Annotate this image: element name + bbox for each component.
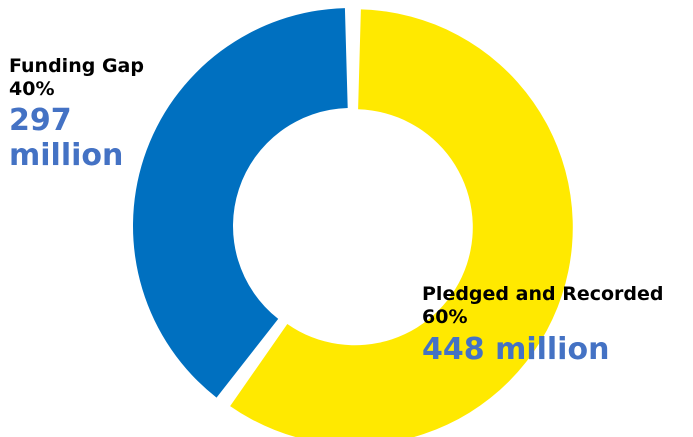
slice-funding-gap [133,8,348,398]
funding-gap-label: Funding Gap 40% 297 million [9,55,179,173]
pledged-recorded-percent: 60% [422,306,468,328]
funding-gap-name: Funding Gap [9,55,144,77]
pledged-recorded-amount: 448 million [422,332,610,367]
pledged-recorded-name: Pledged and Recorded [422,283,664,305]
funding-gap-percent: 40% [9,78,55,100]
pledged-recorded-label: Pledged and Recorded 60% 448 million [422,283,692,367]
funding-gap-amount: 297 million [9,103,124,173]
slice-pledged-and-recorded [230,9,573,437]
